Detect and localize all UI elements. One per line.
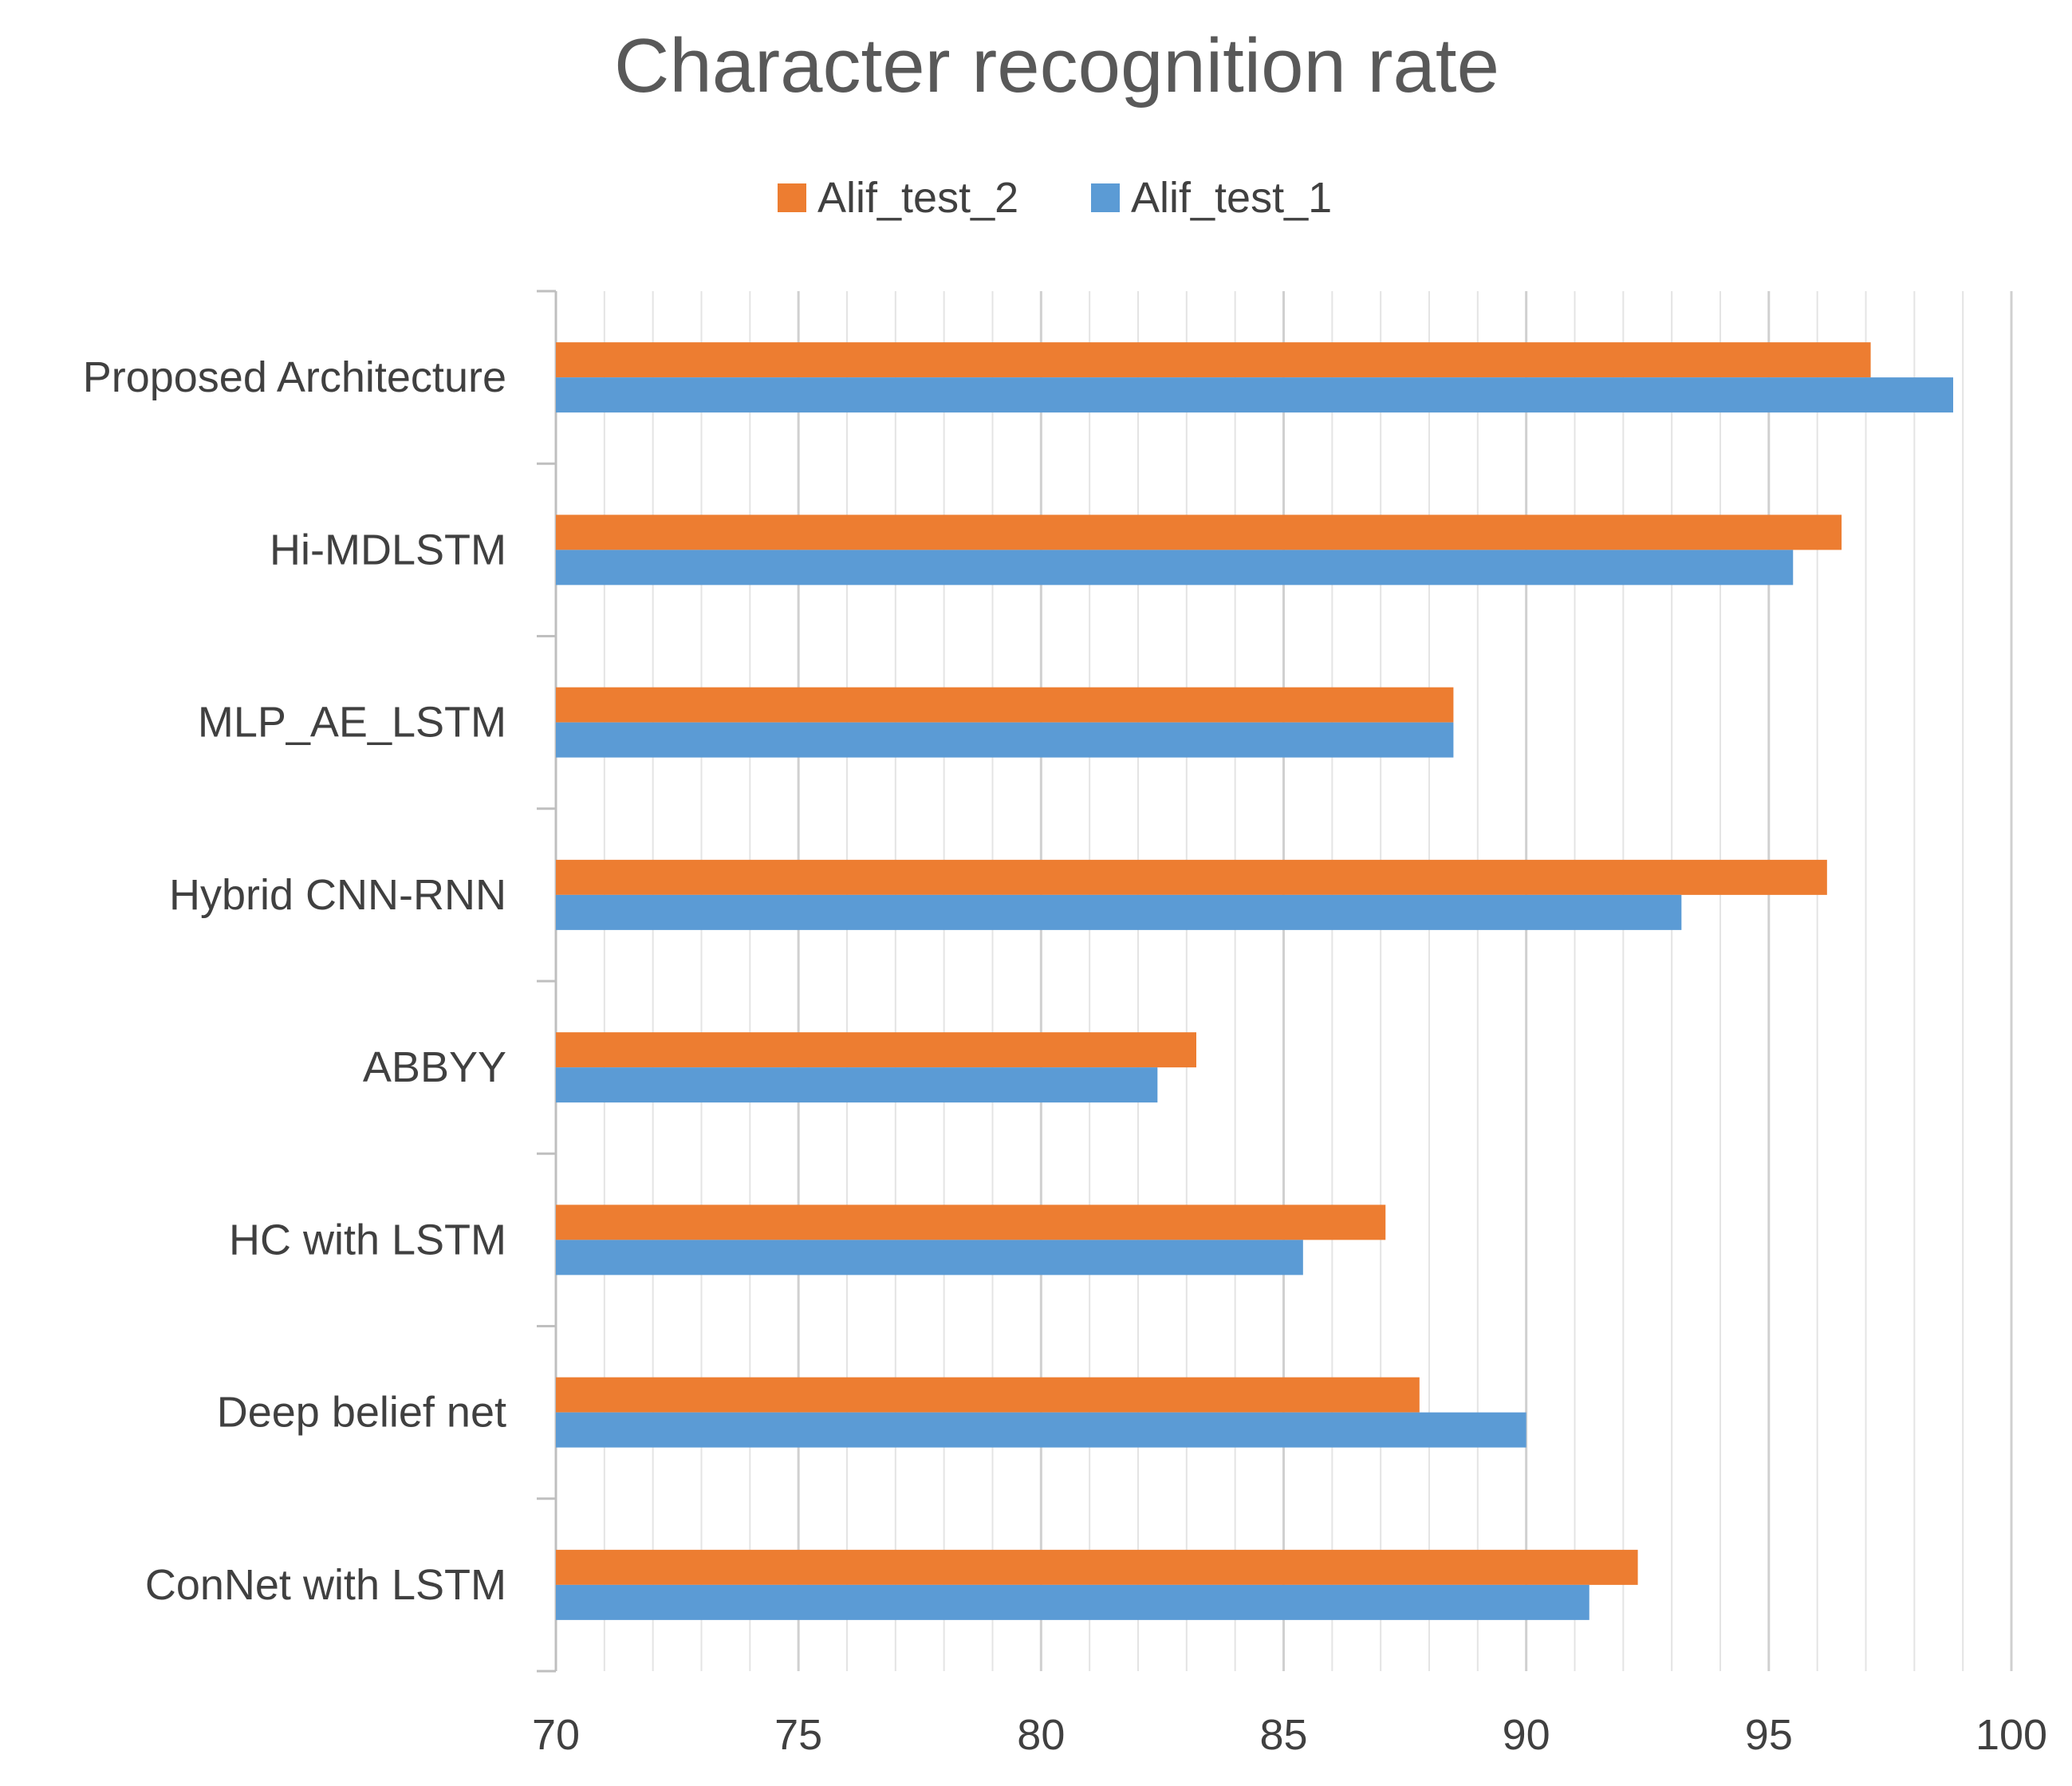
category-label: Hi-MDLSTM bbox=[270, 526, 506, 574]
legend-label: Alif_test_1 bbox=[1131, 174, 1332, 222]
category-label: ABBYY bbox=[363, 1043, 506, 1091]
bar-alif-test-1-4 bbox=[556, 1067, 1158, 1103]
category-label: Deep belief net bbox=[217, 1389, 506, 1437]
x-tick-label: 85 bbox=[1259, 1711, 1307, 1759]
category-label: Hybrid CNN-RNN bbox=[169, 871, 506, 919]
bar-alif-test-2-1 bbox=[556, 515, 1842, 550]
bar-alif-test-1-2 bbox=[556, 722, 1454, 758]
bar-alif-test-2-2 bbox=[556, 687, 1454, 723]
category-label: Proposed Architecture bbox=[83, 353, 506, 401]
bar-alif-test-1-6 bbox=[556, 1412, 1526, 1448]
bars bbox=[556, 342, 1953, 1620]
bar-alif-test-2-0 bbox=[556, 342, 1871, 378]
gridlines bbox=[603, 291, 2013, 1671]
x-tick-label: 90 bbox=[1503, 1711, 1550, 1759]
bar-alif-test-2-5 bbox=[556, 1204, 1386, 1240]
category-label: ConNet with LSTM bbox=[145, 1561, 506, 1609]
x-tick-label: 80 bbox=[1017, 1711, 1065, 1759]
x-tick-label: 75 bbox=[774, 1711, 822, 1759]
category-label: HC with LSTM bbox=[229, 1216, 506, 1264]
x-tick-label: 95 bbox=[1745, 1711, 1793, 1759]
legend-swatch bbox=[1091, 183, 1120, 212]
bar-alif-test-1-5 bbox=[556, 1240, 1303, 1275]
bar-alif-test-1-1 bbox=[556, 550, 1794, 585]
tick-labels: 70 75 80 85 90 95 100 bbox=[532, 1711, 2047, 1759]
chart-title: Character recognition rate bbox=[614, 23, 1499, 108]
bar-alif-test-2-7 bbox=[556, 1549, 1638, 1585]
x-tick-label: 100 bbox=[1975, 1711, 2047, 1759]
category-label: MLP_AE_LSTM bbox=[198, 699, 506, 747]
legend-swatch bbox=[778, 183, 806, 212]
x-tick-label: 70 bbox=[532, 1711, 580, 1759]
bar-alif-test-1-0 bbox=[556, 377, 1953, 413]
axes bbox=[537, 290, 557, 1673]
bar-alif-test-1-7 bbox=[556, 1584, 1589, 1620]
bar-alif-test-2-6 bbox=[556, 1377, 1420, 1413]
legend: Alif_test_2 Alif_test_1 bbox=[778, 174, 1332, 222]
category-labels: Proposed Architecture Hi-MDLSTM MLP_AE_LST… bbox=[83, 353, 506, 1609]
bar-alif-test-1-3 bbox=[556, 894, 1682, 930]
bar-alif-test-2-3 bbox=[556, 859, 1827, 895]
legend-label: Alif_test_2 bbox=[817, 174, 1018, 222]
bar-alif-test-2-4 bbox=[556, 1032, 1196, 1068]
